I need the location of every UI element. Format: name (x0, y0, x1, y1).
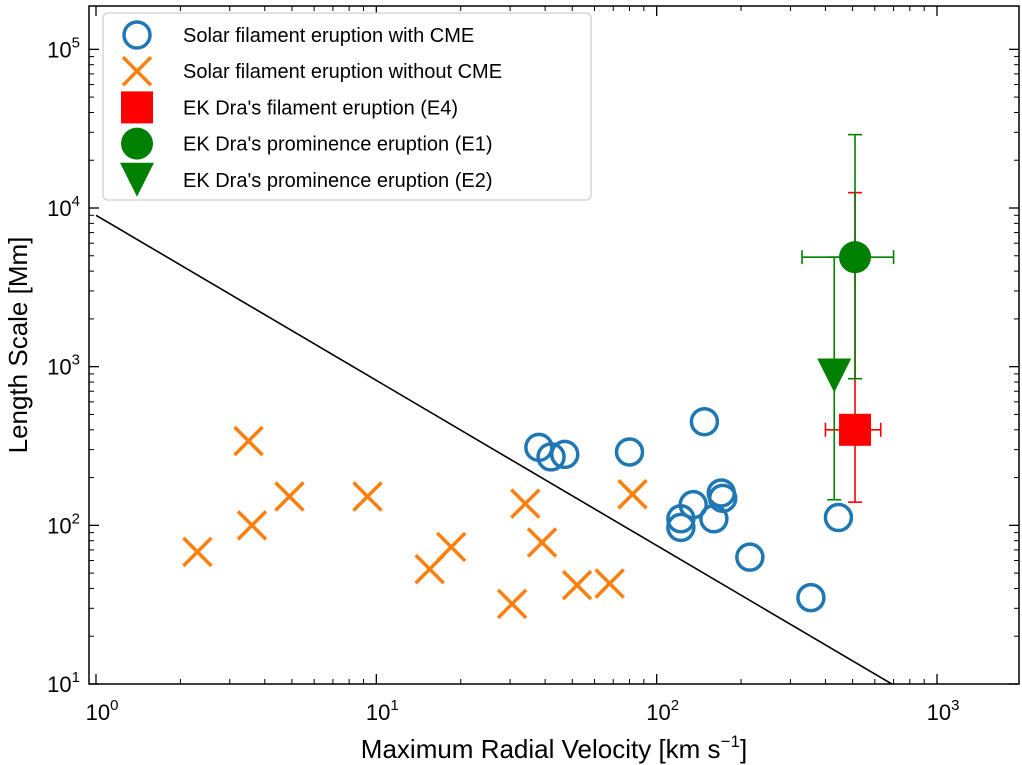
legend-marker-2 (121, 91, 153, 124)
x-tick-label-2: 102 (646, 697, 679, 725)
point-s0-p7-shape (678, 489, 708, 520)
point-s1-p3-stroke-b (274, 481, 305, 512)
legend-marker-1 (121, 55, 153, 87)
point-s1-p11-stroke-b (594, 568, 625, 599)
series-0 (524, 406, 854, 613)
point-s0-p3-shape (614, 437, 645, 467)
point-s0-p13-shape (823, 502, 854, 533)
point-s0-p6 (666, 512, 696, 543)
point-s0-p2 (549, 439, 580, 470)
point-s1-p2 (236, 510, 268, 541)
legend-label-1: Solar filament eruption without CME (183, 61, 502, 83)
point-s0-p10-shape (699, 504, 729, 534)
x-tick-label-0: 100 (86, 697, 119, 725)
reference-line (95, 214, 893, 684)
point-s0-p11 (735, 542, 765, 572)
point-s1-p4-stroke-b (352, 481, 383, 512)
point-s0-p4 (689, 406, 720, 437)
point-s1-p10 (561, 569, 593, 601)
point-s0-p7 (678, 489, 708, 520)
point-s3-p0 (839, 241, 872, 274)
point-s1-p9 (526, 527, 558, 558)
point-s0-p12 (796, 582, 826, 613)
y-tick-label-3: 104 (47, 193, 80, 221)
y-tick-label-0: 101 (47, 669, 80, 697)
point-s1-p3 (274, 481, 305, 512)
point-s4-p0 (817, 358, 852, 393)
x-axis-label: Maximum Radial Velocity [km s−1] (361, 732, 747, 764)
point-s1-p4 (352, 481, 383, 512)
legend-label-2: EK Dra's filament eruption (E4) (183, 97, 458, 119)
point-s3-p0-shape (839, 241, 872, 274)
point-s0-p10 (699, 504, 729, 534)
point-s0-p6-shape (666, 512, 696, 543)
point-s0-p11-shape (735, 542, 765, 572)
legend-marker-0-shape (122, 20, 152, 50)
y-tick-label-2: 103 (47, 352, 80, 380)
y-tick-label-1: 102 (47, 510, 80, 538)
legend-marker-1-stroke-b (121, 55, 153, 87)
legend-marker-4-shape (120, 162, 154, 197)
legend-marker-3-shape (121, 127, 153, 160)
point-s1-p0 (182, 536, 213, 568)
point-s2-p0-shape (839, 413, 872, 446)
point-s1-p7-stroke-b (496, 588, 528, 620)
point-s1-p12 (617, 479, 648, 510)
point-s4-p0-shape (817, 358, 852, 393)
point-s0-p2-shape (549, 439, 580, 470)
legend-marker-0 (122, 20, 152, 50)
point-s1-p12-stroke-b (617, 479, 648, 510)
point-s1-p6-stroke-b (435, 531, 467, 563)
series-1 (182, 425, 648, 620)
y-tick-label-4: 105 (47, 34, 80, 62)
point-s1-p6 (435, 531, 467, 563)
plot-frame (88, 5, 1020, 685)
legend-label-3: EK Dra's prominence eruption (E1) (183, 134, 493, 156)
point-s1-p2-stroke-b (236, 510, 268, 541)
point-s1-p0-stroke-b (182, 536, 213, 568)
legend-label-4: EK Dra's prominence eruption (E2) (183, 170, 493, 192)
point-s1-p8-stroke-b (510, 488, 541, 519)
series-4 (817, 256, 852, 501)
point-s0-p3 (614, 437, 645, 467)
series-3 (801, 133, 895, 380)
legend-box (102, 12, 592, 201)
y-axis-label: Length Scale [Mm] (3, 237, 33, 454)
point-s0-p12-shape (796, 582, 826, 613)
point-s1-p7 (496, 588, 528, 620)
point-s2-p0 (839, 413, 872, 446)
legend-marker-4 (120, 162, 154, 197)
legend-label-0: Solar filament eruption with CME (183, 25, 474, 47)
legend-marker-3 (121, 127, 153, 160)
x-tick-label-3: 103 (927, 697, 960, 725)
point-s0-p1 (536, 442, 566, 472)
point-s0-p4-shape (689, 406, 720, 437)
x-tick-label-1: 101 (366, 697, 399, 725)
point-s1-p10-stroke-b (561, 569, 593, 601)
point-s1-p11 (594, 568, 625, 599)
point-s1-p9-stroke-b (526, 527, 558, 558)
point-s1-p1 (233, 425, 264, 457)
point-s1-p1-stroke-b (233, 425, 264, 457)
point-s0-p13 (823, 502, 854, 533)
point-s1-p8 (510, 488, 541, 519)
point-s0-p1-shape (536, 442, 566, 472)
legend-marker-2-shape (121, 91, 153, 124)
